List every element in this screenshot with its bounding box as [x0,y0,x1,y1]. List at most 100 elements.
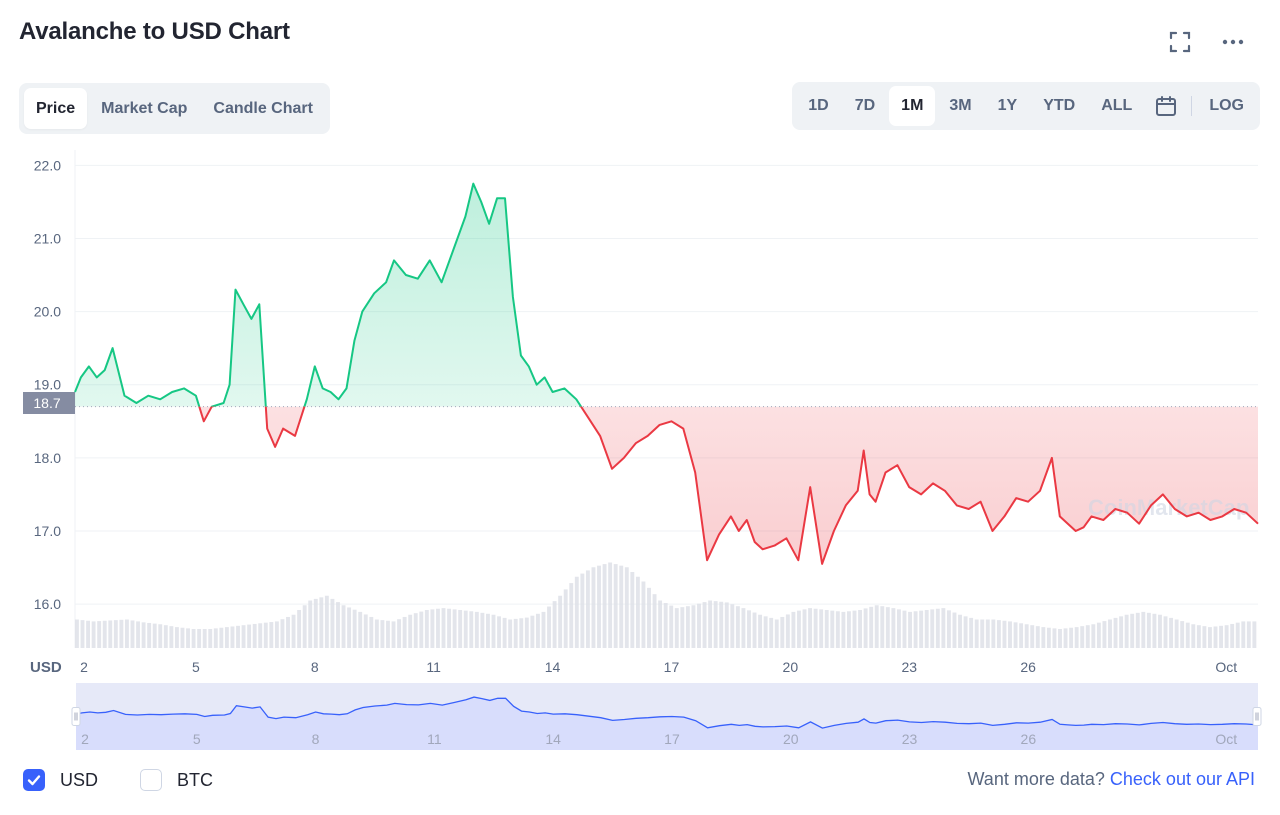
volume-bar [569,583,574,648]
volume-bar [1052,628,1057,648]
range-all[interactable]: ALL [1101,97,1133,114]
volume-bar [80,620,85,648]
navigator-handle-grip [1252,707,1262,726]
more-options-button[interactable] [1219,28,1247,56]
volume-bar [313,598,318,648]
volume-bar [424,610,429,648]
more-dots-icon [1222,39,1244,45]
volume-bar [1091,624,1096,648]
navigator-tick-label: 14 [545,731,561,747]
volume-bar [652,594,657,648]
date-range-button[interactable] [1146,86,1186,126]
volume-bar [1174,619,1179,648]
volume-bar [1069,627,1074,648]
volume-bar [236,625,240,648]
y-axis: 16.0 17.0 18.0 19.0 20.0 21.0 22.0 [34,157,61,612]
volume-bar [685,606,690,648]
volume-bar [352,609,357,648]
navigator-tick-label: 26 [1021,731,1037,747]
volume-bar [908,611,912,648]
volume-bar [913,611,918,648]
log-scale-toggle[interactable]: LOG [1209,97,1244,114]
volume-bar [174,627,179,648]
volume-bar [952,612,957,648]
volume-bar [1108,619,1112,648]
volume-bar [785,614,790,648]
volume-bar [591,567,596,648]
fullscreen-button[interactable] [1166,28,1194,56]
price-line-up [74,182,583,407]
volume-bar [847,611,851,648]
volume-bar [1124,614,1129,648]
volume-bar [835,611,840,648]
volume-bar [808,608,813,648]
volume-bar [241,625,246,648]
chart-type-tabs: Price Market Cap Candle Chart [19,83,330,134]
volume-bar [1113,617,1118,648]
volume-bar [774,619,779,648]
usd-checkbox[interactable] [23,769,45,791]
range-3m[interactable]: 3M [949,97,972,114]
volume-bar [891,608,896,648]
volume-bar [841,611,846,648]
x-tick-label: 17 [664,659,680,675]
volume-bar [730,604,735,648]
volume-bar [252,623,257,648]
x-tick-label: 2 [80,659,88,675]
volume-bar [558,595,563,648]
y-tick-label: 22.0 [34,157,61,173]
volume-bar [119,619,124,648]
volume-bar [713,601,718,648]
volume-bar [147,622,152,648]
volume-bar [852,610,857,648]
api-link[interactable]: Check out our API [1109,769,1255,789]
chart-title: Avalanche to USD Chart [19,18,290,45]
range-1d[interactable]: 1D [808,97,829,114]
volume-bar [752,612,757,648]
volume-bar [1063,628,1068,648]
range-1m[interactable]: 1M [889,86,936,126]
volume-bar [930,609,935,648]
volume-bar [641,581,646,648]
volume-bar [341,605,346,648]
volume-bar [436,608,440,648]
volume-bar [797,610,801,648]
navigator-handle-grip [71,707,81,726]
range-1y[interactable]: 1Y [997,97,1018,114]
navigator[interactable]: 2 5 8 11 14 17 20 23 26 Oct [71,683,1262,750]
navigator-handle-left[interactable] [71,707,81,726]
volume-bar [347,607,352,648]
btc-checkbox-label: BTC [177,770,213,790]
price-area [75,183,1258,564]
volume-bar [224,627,229,648]
price-chart[interactable]: CoinMarketCap 16.017.018.019.020.021.022… [0,140,1280,760]
btc-checkbox[interactable] [140,769,162,791]
volume-bar [469,611,474,648]
tab-market-cap[interactable]: Market Cap [101,99,188,117]
volume-bar [691,605,696,648]
volume-bar [1024,624,1029,648]
volume-bar [563,589,568,648]
volume-bar [169,626,174,648]
volume-bar [813,608,818,648]
volume-bar [969,617,974,648]
navigator-handle-right[interactable] [1252,707,1262,726]
tab-candle-chart[interactable]: Candle Chart [213,99,313,117]
volume-bar [535,613,540,648]
x-tick-label: 8 [311,659,319,675]
x-tick-label: 26 [1020,659,1036,675]
volume-bar [124,619,129,648]
check-icon [27,775,41,786]
volume-bar [1035,626,1040,648]
tab-price[interactable]: Price [24,88,88,129]
volume-bar [635,576,640,648]
volume-bar [213,628,218,648]
volume-bar [497,616,501,648]
volume-bar [430,609,435,648]
volume-bar [152,623,157,648]
volume-bar [1163,616,1168,648]
range-ytd[interactable]: YTD [1043,97,1076,114]
range-7d[interactable]: 7D [854,97,876,114]
navigator-tick-label: 20 [783,731,799,747]
volume-bar [474,611,479,648]
